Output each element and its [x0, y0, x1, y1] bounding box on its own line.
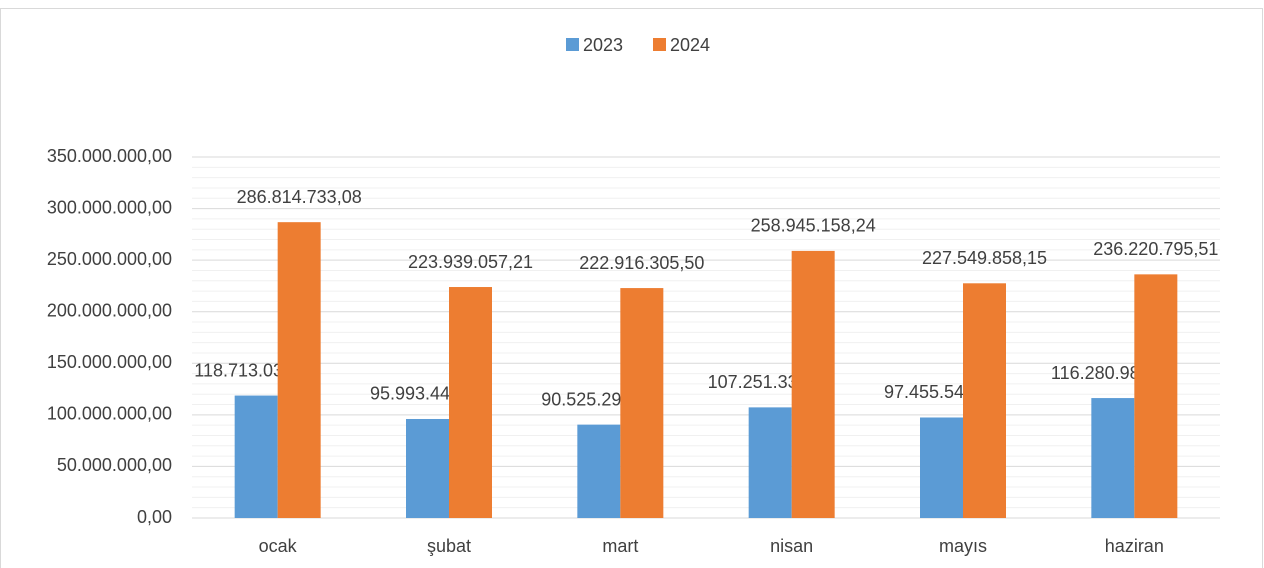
bar	[577, 424, 621, 518]
bar	[620, 288, 664, 518]
y-tick-label: 250.000.000,00	[47, 249, 172, 269]
y-tick-label: 50.000.000,00	[57, 455, 172, 475]
x-tick-label: nisan	[770, 536, 813, 556]
bar	[791, 250, 835, 518]
x-tick-label: ocak	[259, 536, 298, 556]
value-label: 258.945.158,24	[751, 216, 876, 236]
x-tick-label: şubat	[427, 536, 471, 556]
y-tick-label: 150.000.000,00	[47, 352, 172, 372]
value-label: 236.220.795,51	[1093, 239, 1218, 259]
value-label: 222.916.305,50	[579, 253, 704, 273]
bar	[748, 407, 792, 518]
y-tick-label: 300.000.000,00	[47, 197, 172, 217]
y-tick-label: 350.000.000,00	[47, 146, 172, 166]
bar	[920, 417, 963, 518]
bar	[1134, 274, 1178, 518]
legend-label: 2024	[670, 35, 710, 55]
bar	[1091, 398, 1135, 518]
legend-swatch	[653, 38, 666, 51]
x-tick-label: haziran	[1105, 536, 1164, 556]
y-tick-label: 0,00	[137, 507, 172, 527]
legend-swatch	[566, 38, 579, 51]
legend-label: 2023	[583, 35, 623, 55]
x-tick-label: mart	[602, 536, 638, 556]
bar	[406, 418, 449, 518]
value-label: 223.939.057,21	[408, 252, 533, 272]
bar	[277, 222, 321, 519]
y-tick-label: 100.000.000,00	[47, 404, 172, 424]
y-tick-label: 200.000.000,00	[47, 300, 172, 320]
value-label: 227.549.858,15	[922, 248, 1047, 268]
bar	[449, 287, 492, 518]
x-tick-label: mayıs	[939, 536, 987, 556]
bar	[234, 395, 278, 518]
bar	[963, 283, 1006, 518]
value-label: 286.814.733,08	[237, 187, 362, 207]
